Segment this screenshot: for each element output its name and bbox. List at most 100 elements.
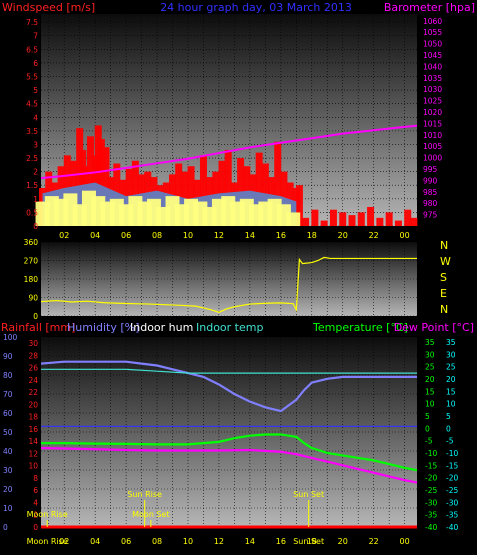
series-line — [40, 360, 417, 413]
hour-tick: 20 — [338, 537, 348, 546]
wind-bar — [376, 217, 384, 226]
barometer-tick: 1045 — [423, 51, 442, 60]
humidity-tick: 80 — [3, 371, 13, 380]
hour-tick: 06 — [121, 231, 131, 240]
dewpoint-tick: -35 — [446, 511, 458, 520]
hour-tick: 12 — [214, 231, 224, 240]
windspeed-tick: 5.5 — [26, 73, 38, 82]
wind-bar — [302, 217, 310, 226]
wind-bar — [410, 217, 418, 226]
compass-label: W — [440, 255, 451, 268]
windspeed-tick: 3.5 — [26, 127, 38, 136]
sun-moon-annotations: Sun Rise Sun Set Moon Rise Moon Set — [27, 490, 324, 527]
rainfall-tick: 26 — [28, 364, 38, 373]
humidity-tick: 0 — [3, 523, 8, 532]
barometer-tick: 1020 — [423, 108, 442, 117]
barometer-tick: 1000 — [423, 154, 442, 163]
hour-tick: 20 — [338, 231, 348, 240]
humidity-tick: 90 — [3, 352, 13, 361]
dewpoint-tick: 0 — [446, 424, 451, 433]
barometer-tick: 1005 — [423, 142, 442, 151]
wind-bar — [97, 139, 105, 226]
temperature-panel-background — [41, 337, 417, 527]
temperature-tick: 10 — [425, 400, 435, 409]
humidity-tick: 60 — [3, 409, 13, 418]
compass-label: E — [440, 287, 447, 300]
windspeed-tick: 0.5 — [26, 208, 38, 217]
hour-tick: 00 — [400, 231, 410, 240]
rainfall-tick: 30 — [28, 339, 38, 348]
dewpoint-tick: -30 — [446, 498, 458, 507]
wind-bar — [224, 149, 232, 226]
temperature-tick: 35 — [425, 338, 435, 347]
indoor-hum-legend: Indoor hum — [130, 321, 193, 334]
wind-bar — [329, 209, 337, 226]
direction-tick: 0 — [33, 312, 38, 321]
wind-bar — [286, 212, 301, 226]
rainfall-tick: 10 — [28, 462, 38, 471]
barometer-tick: 1055 — [423, 28, 442, 37]
indoor-temp-legend: Indoor temp — [196, 321, 263, 334]
temperature-tick: -5 — [425, 437, 433, 446]
hour-tick: 02 — [59, 231, 69, 240]
annotation-label: Sun Set — [293, 490, 324, 499]
rainfall-tick: 2 — [33, 511, 38, 520]
hour-tick: Moon Rise — [27, 537, 68, 546]
direction-grid — [41, 241, 417, 317]
annotation-label: Moon Set — [132, 510, 169, 519]
windspeed-tick: 0 — [33, 222, 38, 231]
direction-panel-background — [41, 242, 417, 316]
barometer-line — [40, 124, 418, 180]
barometer-tick: 1030 — [423, 85, 442, 94]
rainfall-tick: 20 — [28, 400, 38, 409]
wind-bar — [295, 185, 303, 226]
temperature-tick: 25 — [425, 363, 435, 372]
barometer-tick: 1025 — [423, 97, 442, 106]
temperature-tick: -20 — [425, 474, 437, 483]
barometer-tick: 1035 — [423, 74, 442, 83]
dewpoint-tick: -20 — [446, 474, 458, 483]
windspeed-tick: 6.5 — [26, 45, 38, 54]
temperature-tick: -10 — [425, 449, 437, 458]
dewpoint-tick: 25 — [446, 363, 456, 372]
hour-tick: 04 — [90, 537, 100, 546]
rainfall-tick: 16 — [28, 425, 38, 434]
windspeed-tick: 7 — [33, 32, 38, 41]
hour-tick: 12 — [214, 537, 224, 546]
wind-bar — [394, 220, 402, 226]
barometer-tick: 985 — [423, 188, 438, 197]
hour-tick: 18 — [307, 537, 317, 546]
barometer-tick: 990 — [423, 176, 438, 185]
temperature-tick: -40 — [425, 523, 437, 532]
hour-tick: 16 — [276, 231, 286, 240]
wind-bar — [339, 212, 347, 226]
rainfall-tick: 4 — [33, 498, 38, 507]
wind-bar — [187, 166, 195, 226]
rainfall-tick: 8 — [33, 474, 38, 483]
wind-bar — [102, 147, 110, 226]
wind-bar — [175, 163, 183, 226]
direction-tick: 90 — [28, 294, 38, 303]
temperature-tick: -35 — [425, 511, 437, 520]
compass-label: N — [440, 239, 448, 252]
temperature-tick: 5 — [425, 412, 430, 421]
wind-bar — [131, 160, 139, 226]
windspeed-tick: 3 — [33, 140, 38, 149]
temperature-tick: 0 — [425, 424, 430, 433]
dewpoint-tick: 15 — [446, 387, 456, 396]
temperature-tick: -15 — [425, 461, 437, 470]
rainfall-tick: 22 — [28, 388, 38, 397]
wind-bar — [357, 212, 365, 226]
humidity-tick: 50 — [3, 428, 13, 437]
windspeed-tick: 7.5 — [26, 18, 38, 27]
wind-marks — [35, 124, 418, 226]
humidity-tick: 40 — [3, 447, 13, 456]
dewpoint-tick: 20 — [446, 375, 456, 384]
hour-tick: Sun Set — [293, 537, 324, 546]
wind-bar — [311, 209, 319, 226]
hour-tick: 10 — [183, 537, 193, 546]
rainfall-axis-label: Rainfall [mm] — [1, 321, 75, 334]
windspeed-tick: 1 — [33, 195, 38, 204]
